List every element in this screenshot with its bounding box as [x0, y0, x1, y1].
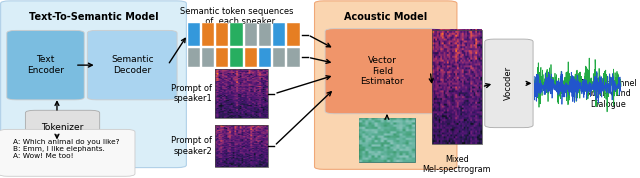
Text: Acoustic Model: Acoustic Model — [344, 12, 428, 22]
FancyBboxPatch shape — [7, 30, 84, 100]
Text: Vector
Field
Estimator: Vector Field Estimator — [360, 56, 404, 86]
FancyBboxPatch shape — [0, 129, 135, 176]
Text: Prompt of
speaker1: Prompt of speaker1 — [172, 84, 212, 103]
FancyBboxPatch shape — [1, 1, 186, 168]
FancyBboxPatch shape — [26, 110, 100, 145]
Bar — [287, 48, 300, 67]
Bar — [273, 23, 285, 46]
Bar — [202, 48, 214, 67]
Bar — [188, 23, 200, 46]
Text: Semantic
Decoder: Semantic Decoder — [111, 55, 154, 75]
FancyBboxPatch shape — [87, 30, 177, 100]
Bar — [230, 23, 243, 46]
FancyBboxPatch shape — [484, 39, 533, 128]
Bar — [259, 48, 271, 67]
FancyBboxPatch shape — [314, 1, 457, 169]
Bar — [216, 69, 268, 118]
Text: Mixed
Mel-spectrogram: Mixed Mel-spectrogram — [422, 155, 492, 174]
Bar — [216, 23, 228, 46]
Bar — [244, 23, 257, 46]
Text: Semantic token sequences
  of  each speaker: Semantic token sequences of each speaker — [180, 7, 294, 26]
Bar — [244, 48, 257, 67]
FancyBboxPatch shape — [325, 29, 440, 114]
Text: Text-To-Semantic Model: Text-To-Semantic Model — [29, 12, 158, 22]
Text: Tokenizer: Tokenizer — [42, 123, 84, 132]
Bar — [188, 48, 200, 67]
Bar — [216, 48, 228, 67]
FancyBboxPatch shape — [359, 118, 415, 161]
Bar — [432, 30, 482, 144]
Text: Mono-channel
Multi-round
Dialogue: Mono-channel Multi-round Dialogue — [580, 79, 637, 109]
Text: A: Which animal do you like?
B: Emm, I like elephants.
A: Wow! Me too!: A: Which animal do you like? B: Emm, I l… — [13, 139, 120, 159]
Text: Text
Encoder: Text Encoder — [27, 55, 64, 75]
Text: Vocoder: Vocoder — [504, 66, 513, 100]
Bar — [216, 125, 268, 167]
Bar — [273, 48, 285, 67]
Text: Prompt of
speaker2: Prompt of speaker2 — [172, 136, 212, 156]
Bar — [202, 23, 214, 46]
Bar — [287, 23, 300, 46]
Bar — [230, 48, 243, 67]
Bar — [259, 23, 271, 46]
